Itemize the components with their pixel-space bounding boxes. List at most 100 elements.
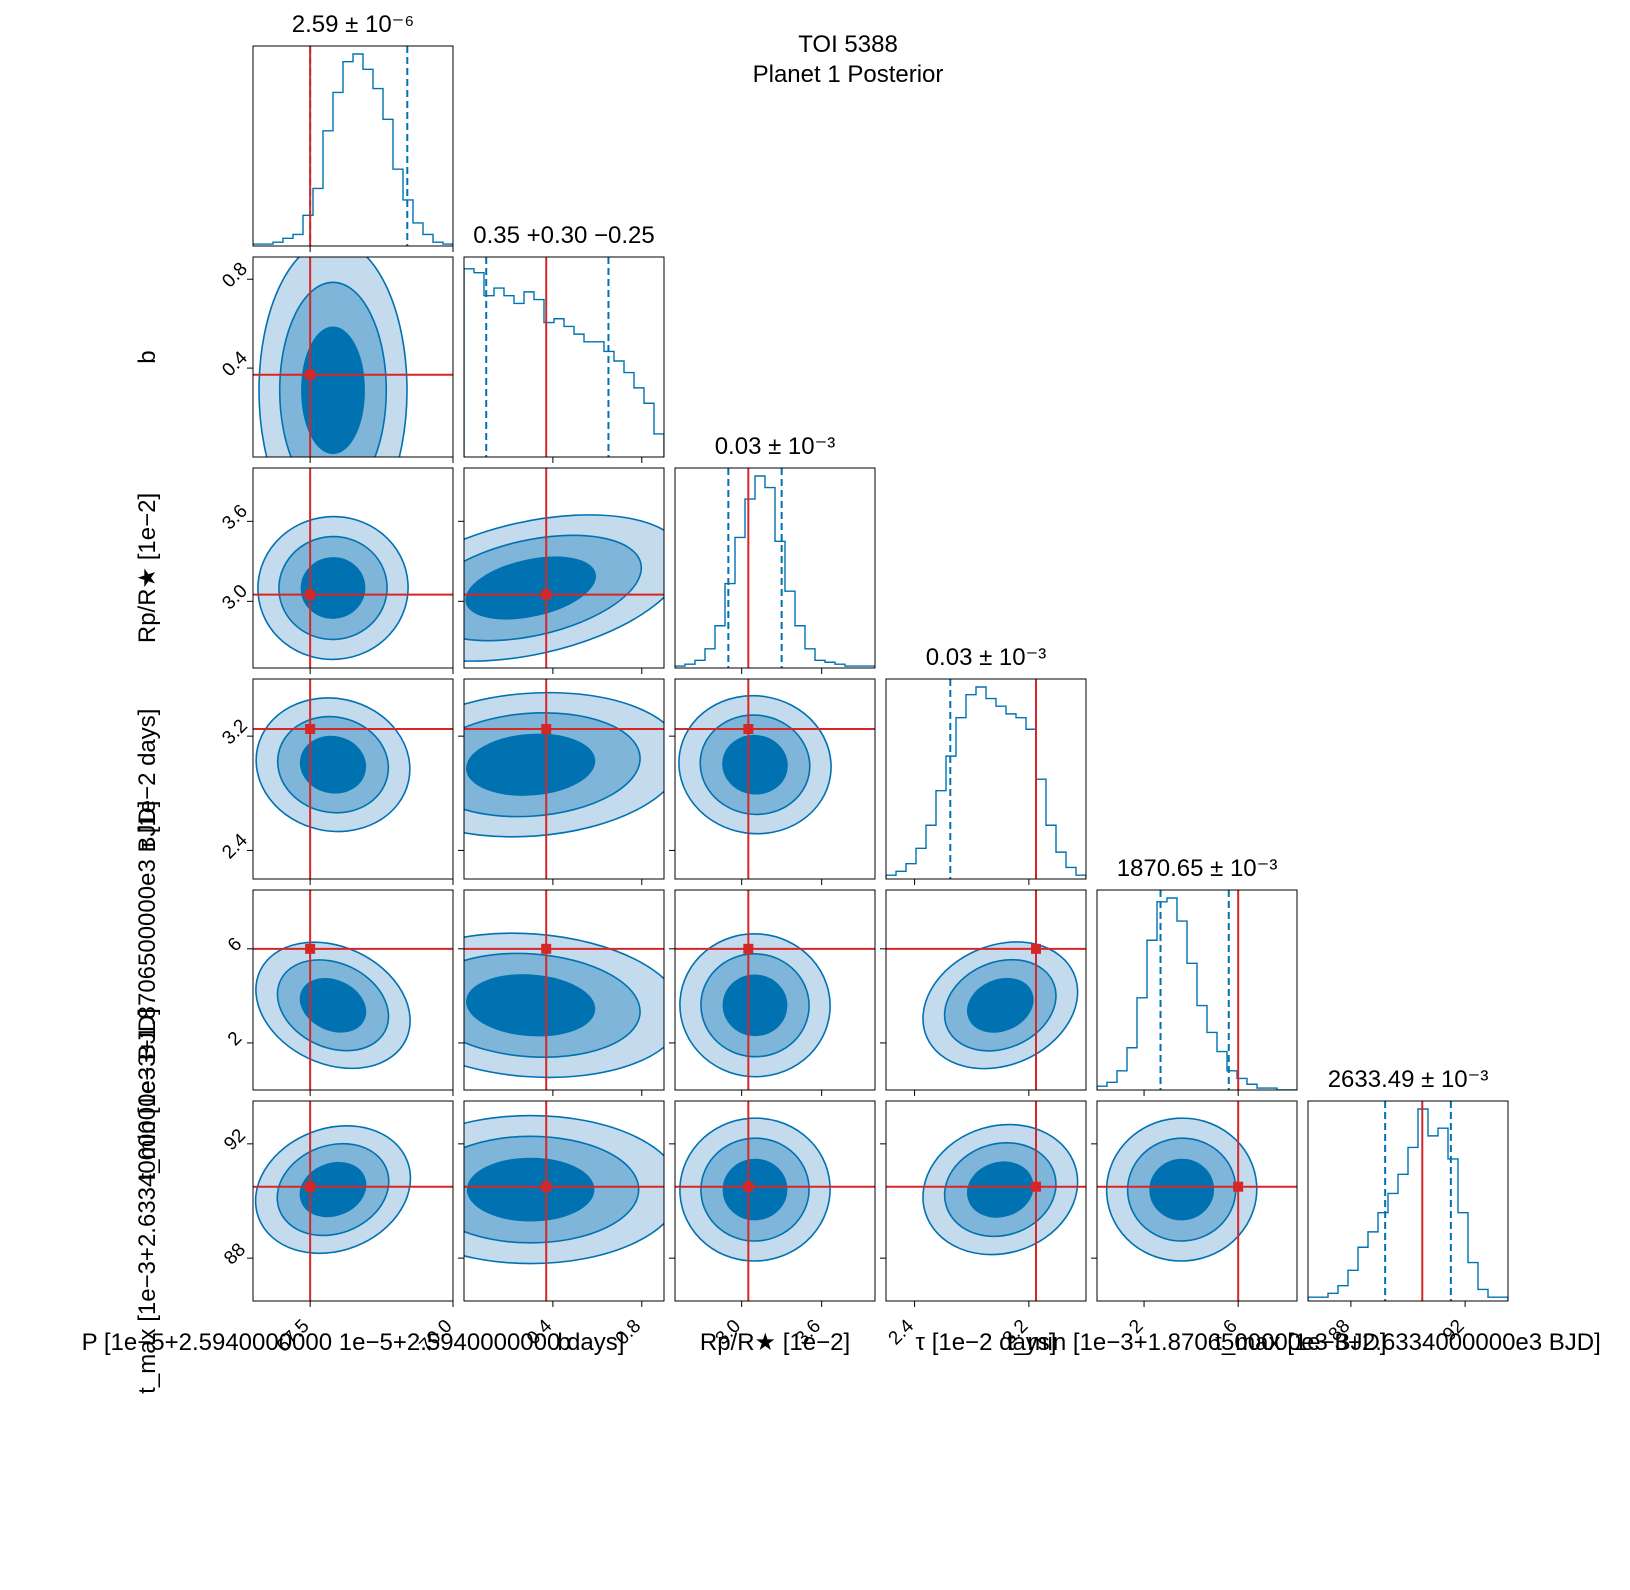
contour-level-3 [466, 733, 596, 796]
y-axis-label-tmax: t_max [1e−3+2.6334000000e3 BJD] [134, 1008, 161, 1394]
y-axis-label-tmin: t_min [1e−3+1.8706500000e3 BJD] [134, 801, 161, 1180]
histogram-step-tmin [1097, 897, 1297, 1090]
y-tick-label-b: 0.4 [218, 347, 252, 381]
truth-marker [305, 369, 316, 380]
contour-level-3 [465, 556, 597, 620]
panel-frame-tmin-vs-b [463, 889, 665, 1091]
truth-marker [1031, 1181, 1041, 1192]
y-tick-label-Rp: 3.6 [218, 501, 252, 535]
histogram-step-Rp [675, 475, 875, 668]
panel-title-tau: 0.03 ± 10⁻³ [926, 644, 1047, 671]
panel-frame-b-vs-P [252, 256, 454, 458]
panel-frame-tmax-vs-Rp [674, 1100, 876, 1302]
panel-frame-Rp-vs-P [252, 467, 454, 669]
panel-frame-tmax-vs-tau [885, 1100, 1087, 1302]
contour-level-3 [466, 974, 596, 1037]
contour-level-3 [299, 1162, 367, 1218]
contour-panel-tmax-vs-tmin [1097, 1101, 1297, 1301]
panel-frame-tau-vs-b [463, 678, 665, 880]
truth-marker [305, 1181, 316, 1192]
panel-frame-tmax-vs-tmin [1096, 1100, 1298, 1302]
contour-panel-b-vs-P [253, 257, 453, 457]
contour-level-3 [967, 1161, 1034, 1218]
histogram-step-tmax [1308, 1108, 1508, 1301]
contour-panel-tmin-vs-P [253, 890, 453, 1090]
contour-level-3 [967, 977, 1034, 1033]
y-tick-label-tau: 2.4 [218, 829, 252, 863]
contour-panel-tmax-vs-P [253, 1101, 453, 1301]
y-tick-label-tmax: 92 [220, 1125, 250, 1155]
panel-frame-tmax [1307, 1100, 1509, 1302]
truth-marker [541, 589, 552, 600]
histogram-step-P [253, 53, 453, 246]
panel-title-b: 0.35 +0.30 −0.25 [473, 222, 655, 249]
figure-title-line-1: TOI 5388 [798, 31, 898, 58]
contour-panel-tau-vs-Rp [675, 679, 875, 879]
truth-marker [1233, 1181, 1244, 1192]
panels-layer: 2.59 ± 10⁻⁶ 0.35 +0.30 −0.25 0.03 ± 10⁻³ 0.… [82, 11, 1601, 1394]
x-axis-label-Rp: Rp/R★ [1e−2] [700, 1329, 850, 1356]
histogram-b [464, 257, 664, 457]
contour-panel-tmin-vs-tau [886, 890, 1086, 1090]
x-axis-label-tau: τ [1e−2 days] [916, 1329, 1057, 1356]
truth-marker [305, 943, 316, 954]
panel-title-tmax: 2633.49 ± 10⁻³ [1328, 1066, 1489, 1093]
panel-frame-tmin-vs-tau [885, 889, 1087, 1091]
contour-panel-tmin-vs-b [464, 890, 664, 1090]
panel-frame-tmax-vs-b [463, 1100, 665, 1302]
panel-frame-Rp [674, 467, 876, 669]
y-tick-label-tmax: 88 [220, 1239, 250, 1269]
y-axis-label-b: b [134, 350, 161, 363]
histogram-tmax [1308, 1101, 1508, 1301]
contour-level-3 [466, 1157, 595, 1222]
contour-panel-tmin-vs-Rp [675, 890, 875, 1090]
contour-panel-tmax-vs-b [464, 1101, 664, 1301]
panel-frame-tmin-vs-P [252, 889, 454, 1091]
truth-marker [305, 724, 316, 734]
contour-panel-tmax-vs-tau [886, 1101, 1086, 1301]
contour-panel-tau-vs-P [253, 679, 453, 879]
panel-frame-tau-vs-P [252, 678, 454, 880]
panel-frame-tmin [1096, 889, 1298, 1091]
panel-title-Rp: 0.03 ± 10⁻³ [715, 433, 836, 460]
contour-level-3 [301, 326, 365, 455]
contour-panel-tmax-vs-Rp [675, 1101, 875, 1301]
panel-frame-b [463, 256, 665, 458]
panel-frame-tmax-vs-P [252, 1100, 454, 1302]
histogram-tmin [1097, 890, 1297, 1090]
panel-title-P: 2.59 ± 10⁻⁶ [292, 11, 414, 38]
contour-level-3 [299, 735, 367, 794]
x-axis-label-P: P [1e−5+2.5940000000 1e−5+2.5940000000 d… [82, 1329, 625, 1356]
truth-marker [1031, 943, 1041, 954]
contour-panel-tau-vs-b [464, 679, 664, 879]
contour-level-3 [722, 974, 788, 1037]
panel-frame-P [252, 45, 454, 247]
truth-marker [541, 943, 552, 954]
truth-marker [743, 724, 754, 734]
x-axis-label-tmax: t_max [1e−3+2.6334000000e3 BJD] [1215, 1329, 1601, 1356]
panel-frame-tmin-vs-Rp [674, 889, 876, 1091]
truth-marker [743, 1181, 754, 1192]
y-tick-label-tau: 3.2 [218, 715, 252, 749]
panel-frame-tau-vs-Rp [674, 678, 876, 880]
y-axis-label-tau: τ [1e−2 days] [134, 709, 161, 850]
figure-title-line-2: Planet 1 Posterior [753, 61, 944, 88]
histogram-step-b [464, 268, 664, 457]
contour-level-3 [299, 978, 367, 1033]
y-tick-label-b: 0.8 [218, 259, 252, 293]
y-tick-label-tmin: 2 [224, 1028, 246, 1050]
contour-level-3 [300, 557, 366, 619]
histogram-Rp [675, 468, 875, 668]
contour-panel-Rp-vs-b [464, 468, 664, 668]
x-axis-label-tmin: t_min [1e−3+1.8706500000e3 BJD] [1008, 1329, 1387, 1356]
histogram-step-tau [886, 686, 1086, 879]
truth-marker [541, 724, 552, 734]
truth-marker [743, 943, 754, 954]
histogram-P [253, 46, 453, 246]
x-axis-label-b: b [557, 1329, 570, 1356]
truth-marker [541, 1181, 552, 1192]
y-tick-label-Rp: 3.0 [218, 581, 252, 615]
panel-frame-Rp-vs-b [463, 467, 665, 669]
y-axis-label-Rp: Rp/R★ [1e−2] [134, 493, 161, 643]
